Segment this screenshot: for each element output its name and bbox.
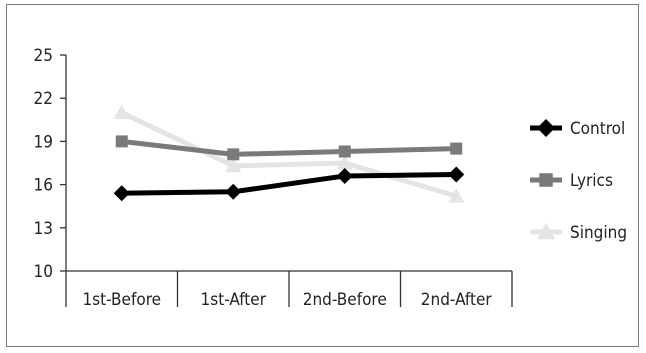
x-tick-label: 1st-After [201, 290, 267, 310]
data-point [336, 155, 353, 170]
legend-item-control: Control [530, 119, 625, 139]
series-singing [113, 104, 465, 203]
x-tick-label: 2nd-Before [303, 290, 387, 310]
y-tick-label: 19 [34, 132, 53, 152]
legend-marker [537, 223, 555, 240]
legend-marker [539, 173, 553, 187]
data-point [448, 166, 465, 183]
y-tick-label: 13 [34, 219, 53, 239]
series-line [121, 172, 457, 196]
data-point [450, 142, 463, 155]
legend-item-singing: Singing [530, 223, 627, 243]
y-tick-label: 22 [34, 89, 53, 109]
series-lyrics [115, 135, 463, 161]
data-point [448, 188, 465, 203]
series-line [120, 110, 457, 199]
data-point [336, 167, 353, 184]
series-layer [113, 104, 465, 203]
series-control [113, 166, 465, 202]
data-point [225, 157, 242, 173]
x-tick-label: 1st-Before [82, 290, 161, 310]
legend-marker [537, 119, 555, 137]
y-tick-label: 16 [34, 176, 53, 196]
data-point [338, 145, 351, 158]
legend: Control Lyrics Singing [530, 119, 627, 243]
legend-item-lyrics: Lyrics [530, 171, 613, 191]
legend-label: Control [570, 119, 625, 139]
y-tick-label: 10 [34, 262, 53, 282]
data-point [113, 185, 130, 202]
axes: 10 13 16 19 22 25 1st-Before 1st-After 2nd-Befor… [34, 46, 513, 310]
data-point [225, 183, 242, 200]
y-tick-label: 25 [34, 46, 53, 66]
data-point [227, 148, 240, 161]
x-tick-label: 2nd-After [421, 290, 493, 310]
legend-label: Lyrics [570, 171, 613, 191]
chart-frame [6, 4, 639, 347]
legend-label: Singing [570, 223, 627, 243]
series-line [121, 138, 457, 157]
data-point [113, 104, 130, 119]
data-point [115, 135, 128, 148]
